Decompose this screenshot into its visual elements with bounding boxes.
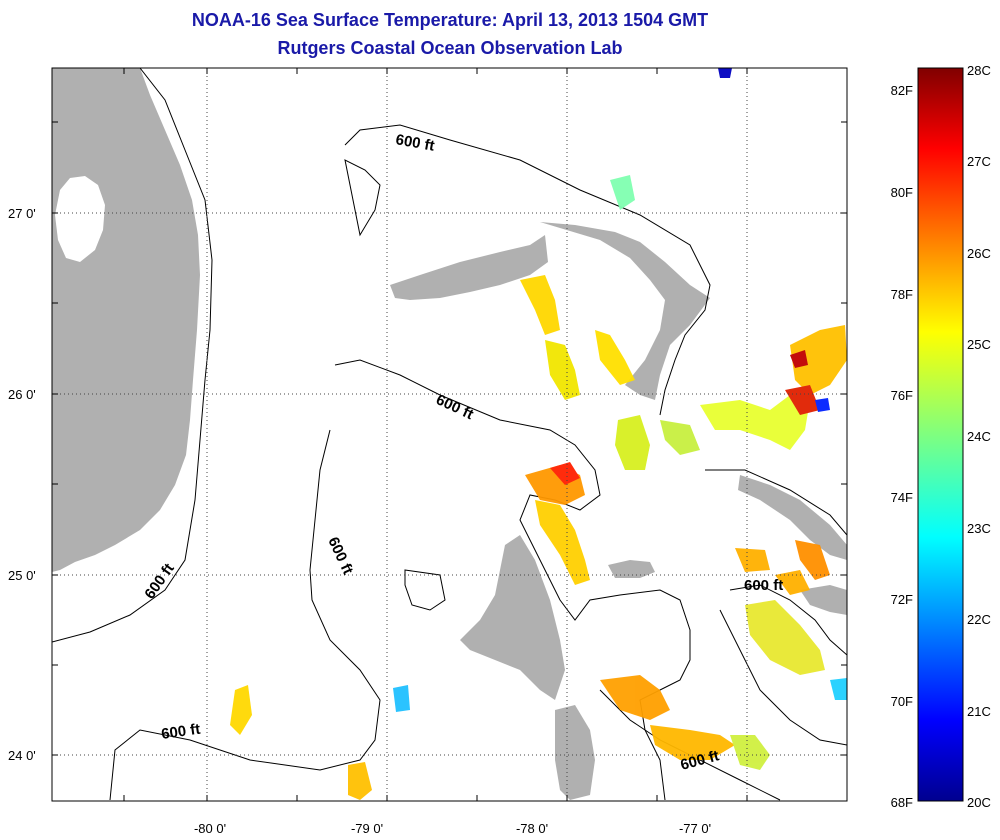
- sst-patch: [520, 275, 560, 335]
- contour-tongue: [404, 569, 446, 611]
- tick-marks: [52, 68, 847, 801]
- lake-okeechobee: [55, 176, 105, 262]
- colorbar-c-label: 20C: [967, 795, 991, 810]
- sst-patch: [718, 68, 732, 78]
- sst-patch: [610, 175, 635, 210]
- sst-patch: [600, 675, 670, 720]
- sst-patch: [535, 500, 590, 585]
- contour-label-little-bahama: 600 ft: [394, 131, 436, 155]
- grid-lines: [52, 68, 847, 801]
- colorbar: [917, 67, 964, 802]
- sst-patch: [815, 398, 830, 412]
- sst-patch: [785, 385, 820, 415]
- sst-patch: [730, 735, 770, 770]
- colorbar-c-label: 27C: [967, 154, 991, 169]
- map-frame: [51, 67, 848, 802]
- contour-label-providence: 600 ft: [433, 391, 476, 423]
- colorbar-f-label: 70F: [891, 694, 913, 709]
- andros-south: [555, 705, 595, 800]
- eleuthera: [738, 475, 847, 560]
- contour-florida-shelf: [52, 68, 213, 643]
- colorbar-c-label: 25C: [967, 337, 991, 352]
- lat-label: 25 0': [8, 568, 36, 583]
- lat-label: 27 0': [8, 206, 36, 221]
- colorbar-f-label: 76F: [891, 388, 913, 403]
- map-title: NOAA-16 Sea Surface Temperature: April 1…: [191, 10, 709, 30]
- contour-great-bahama: [334, 359, 691, 801]
- sst-patch: [745, 600, 825, 675]
- map-subtitle: Rutgers Coastal Ocean Observation Lab: [277, 38, 623, 58]
- lat-label: 26 0': [8, 387, 36, 402]
- colorbar-f-label: 80F: [891, 185, 913, 200]
- abaco: [540, 222, 710, 400]
- sst-patch: [735, 548, 770, 572]
- sst-patch: [393, 685, 410, 712]
- sst-patch: [545, 340, 580, 400]
- lon-label: -79 0': [351, 821, 383, 836]
- sst-patch: [550, 462, 580, 485]
- colorbar-c-label: 28C: [967, 63, 991, 78]
- lat-label: 24 0': [8, 748, 36, 763]
- sst-patches: [230, 68, 847, 800]
- contour-little-bahama: [344, 124, 711, 416]
- colorbar-c-label: 24C: [967, 429, 991, 444]
- colorbar-f-label: 82F: [891, 83, 913, 98]
- sst-patch: [830, 678, 847, 700]
- colorbar-f-label: 74F: [891, 490, 913, 505]
- map-area: [52, 68, 847, 801]
- contour-label-south: 600 ft: [160, 721, 201, 743]
- lon-label: -77 0': [679, 821, 711, 836]
- colorbar-celsius-labels: 28C 27C 26C 25C 24C 23C 22C 21C 20C: [967, 63, 991, 810]
- colorbar-c-label: 23C: [967, 521, 991, 536]
- lon-label: -80 0': [194, 821, 226, 836]
- sst-patch: [795, 540, 830, 580]
- colorbar-f-label: 78F: [891, 287, 913, 302]
- contour-exuma: [705, 469, 847, 746]
- sst-patch: [650, 725, 735, 760]
- colorbar-c-label: 22C: [967, 612, 991, 627]
- sst-patch: [700, 395, 810, 450]
- sst-patch: [790, 350, 808, 368]
- new-providence: [608, 560, 655, 578]
- sst-patch: [775, 570, 810, 595]
- lon-label: -78 0': [516, 821, 548, 836]
- sst-patch: [660, 420, 700, 455]
- contour-west-cay-sal: [109, 429, 381, 801]
- contour-label-exuma: 600 ft: [744, 577, 783, 594]
- grand-bahama: [390, 235, 548, 300]
- exuma-fragment: [800, 585, 847, 615]
- sst-patch: [790, 325, 847, 395]
- andros: [460, 535, 565, 700]
- contour-label-west: 600 ft: [324, 535, 356, 578]
- colorbar-c-label: 21C: [967, 704, 991, 719]
- colorbar-c-label: 26C: [967, 246, 991, 261]
- colorbar-f-label: 72F: [891, 592, 913, 607]
- florida-land: [52, 68, 200, 572]
- depth-contours: [52, 68, 847, 801]
- sst-patch: [348, 762, 372, 800]
- longitude-labels: -80 0' -79 0' -78 0' -77 0': [194, 821, 711, 836]
- latitude-labels: 27 0' 26 0' 25 0' 24 0': [8, 206, 36, 763]
- sst-patch: [615, 415, 650, 470]
- contour-label-florida: 600 ft: [141, 560, 177, 602]
- sst-patch: [230, 685, 252, 735]
- sst-patch: [595, 330, 635, 385]
- colorbar-f-label: 68F: [891, 795, 913, 810]
- colorbar-fahrenheit-labels: 82F 80F 78F 76F 74F 72F 70F 68F: [891, 83, 913, 810]
